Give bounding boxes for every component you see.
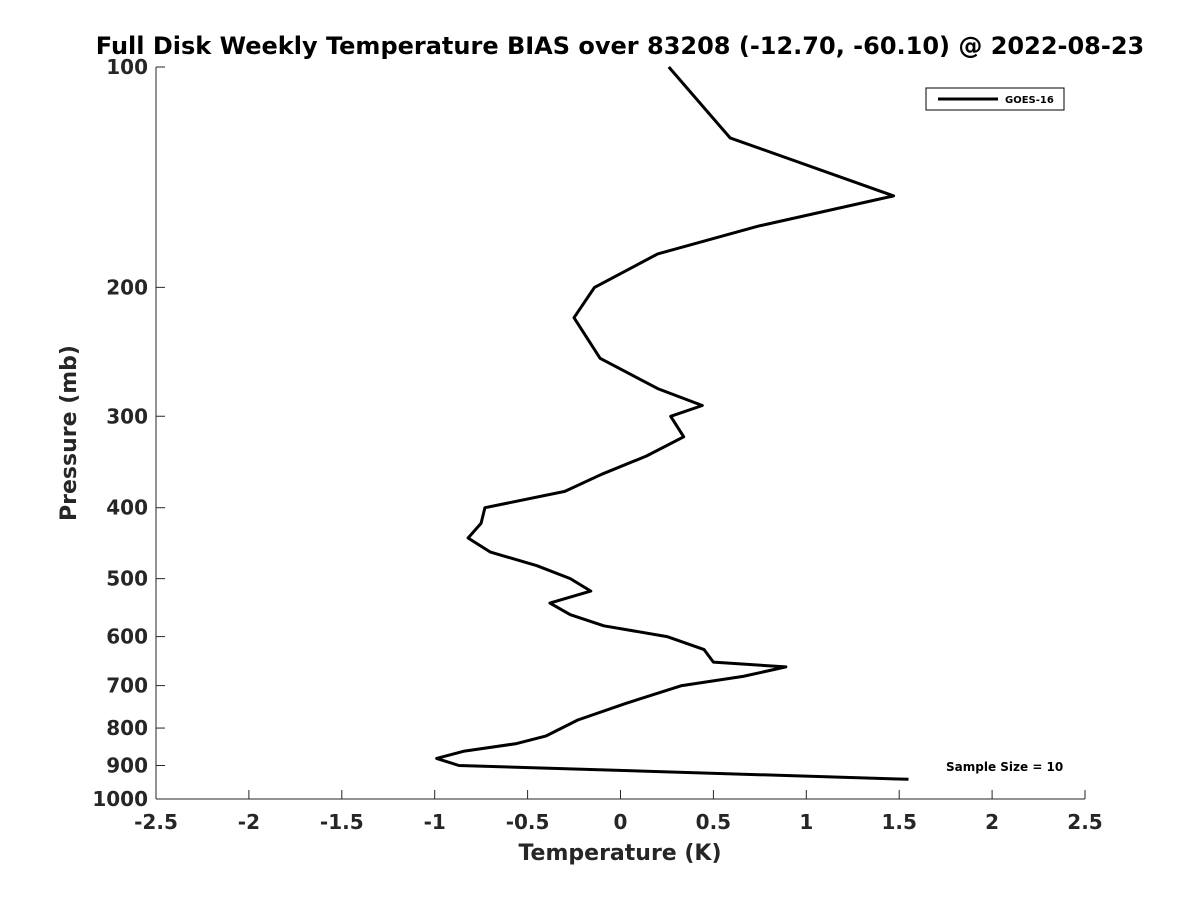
y-tick-label: 900: [106, 754, 148, 778]
x-axis: -2.5 -2 -1.5 -1 -0.5 0 0.5 1 1.5 2 2.5: [134, 790, 1103, 834]
y-tick-label: 300: [106, 404, 148, 428]
x-tick-label: 1: [799, 810, 813, 834]
y-tick-label: 500: [106, 567, 148, 591]
x-tick-label: -2.5: [134, 810, 178, 834]
chart-title: Full Disk Weekly Temperature BIAS over 8…: [96, 32, 1144, 60]
y-tick-label: 200: [106, 275, 148, 299]
x-tick-label: -1.5: [320, 810, 364, 834]
series-line-goes-16: [435, 66, 909, 781]
x-axis-label: Temperature (K): [518, 841, 721, 866]
y-tick-label: 600: [106, 625, 148, 649]
y-axis-label: Pressure (mb): [57, 345, 82, 521]
x-tick-label: -2: [238, 810, 260, 834]
x-tick-label: -1: [424, 810, 446, 834]
x-tick-label: -0.5: [506, 810, 550, 834]
x-tick-label: 2: [985, 810, 999, 834]
sample-size-annotation: Sample Size = 10: [946, 760, 1063, 774]
legend-label-goes-16: GOES-16: [1005, 95, 1054, 106]
x-tick-label: 2.5: [1067, 810, 1102, 834]
y-tick-label: 800: [106, 716, 148, 740]
y-tick-label: 700: [106, 674, 148, 698]
x-tick-label: 0.5: [696, 810, 731, 834]
y-tick-label: 1000: [92, 787, 148, 811]
legend: GOES-16: [925, 87, 1065, 111]
plot-area: [156, 67, 1085, 799]
y-tick-label: 400: [106, 496, 148, 520]
y-tick-label: 100: [106, 55, 148, 79]
x-tick-label: 1.5: [881, 810, 916, 834]
x-tick-label: 0: [614, 810, 628, 834]
y-axis: 100 200 300 400 500 600 700 800 900 1000: [92, 55, 165, 811]
